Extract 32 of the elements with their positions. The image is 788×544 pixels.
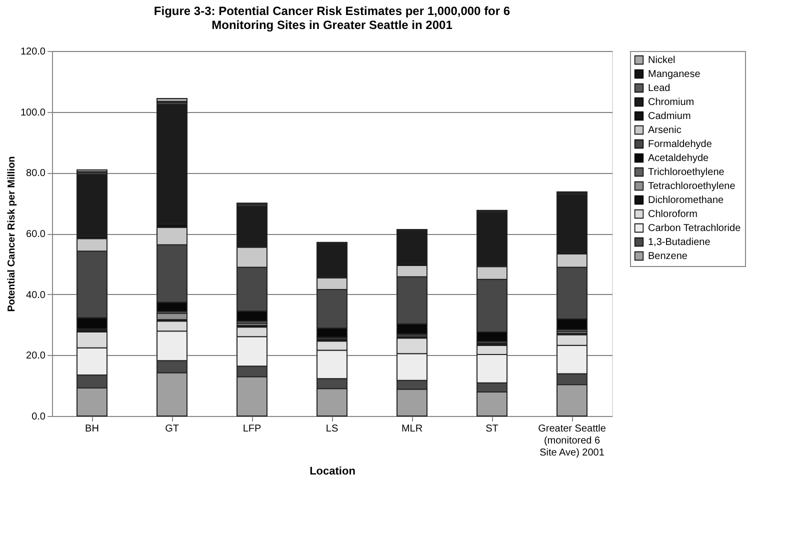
legend-label: Manganese bbox=[648, 69, 701, 80]
legend-label: Acetaldehyde bbox=[648, 153, 710, 164]
x-tick-label: LFP bbox=[242, 424, 262, 434]
y-tick-label: 120.0 bbox=[20, 46, 46, 58]
legend-label: Carbon Tetrachloride bbox=[648, 223, 742, 234]
x-tick-label: GT bbox=[165, 424, 179, 434]
legend-label: Formaldehyde bbox=[648, 139, 712, 150]
y-tick-label: 0.0 bbox=[32, 412, 46, 422]
x-tick-label: BH bbox=[85, 424, 99, 434]
legend-label: Trichloroethylene bbox=[648, 167, 725, 178]
x-tick-label: ST bbox=[486, 424, 498, 434]
legend-label: 1,3-Butadiene bbox=[648, 237, 711, 248]
x-tick-label: MLR bbox=[401, 424, 423, 434]
legend-label: Benzene bbox=[648, 251, 688, 262]
legend-label: Cadmium bbox=[648, 111, 691, 122]
legend-label: Lead bbox=[648, 83, 670, 94]
x-axis-title: Location bbox=[310, 466, 356, 478]
x-tick-label: Greater Seattle (monitored 6 Site Ave) 2001 bbox=[538, 424, 606, 458]
legend-label: Dichloromethane bbox=[648, 195, 724, 206]
legend-label: Chromium bbox=[648, 97, 694, 108]
y-tick-label: 80.0 bbox=[26, 168, 46, 180]
y-tick-label: 60.0 bbox=[26, 229, 46, 240]
y-axis-title: Potential Cancer Risk per Million bbox=[6, 156, 18, 312]
legend-label: Nickel bbox=[648, 55, 676, 66]
x-tick-label: LS bbox=[326, 424, 338, 434]
legend-label: Chloroform bbox=[648, 209, 698, 220]
y-tick-label: 20.0 bbox=[26, 350, 46, 362]
y-tick-label: 100.0 bbox=[20, 107, 46, 118]
legend-label: Tetrachloroethylene bbox=[648, 181, 736, 192]
chart-title: Figure 3-3: Potential Cancer Risk Estimates per 1,000,000 for 6 Monitoring Sites in Greater Seattle in 2001 bbox=[154, 4, 510, 32]
legend-label: Arsenic bbox=[648, 125, 682, 136]
y-tick-label: 40.0 bbox=[26, 290, 46, 301]
